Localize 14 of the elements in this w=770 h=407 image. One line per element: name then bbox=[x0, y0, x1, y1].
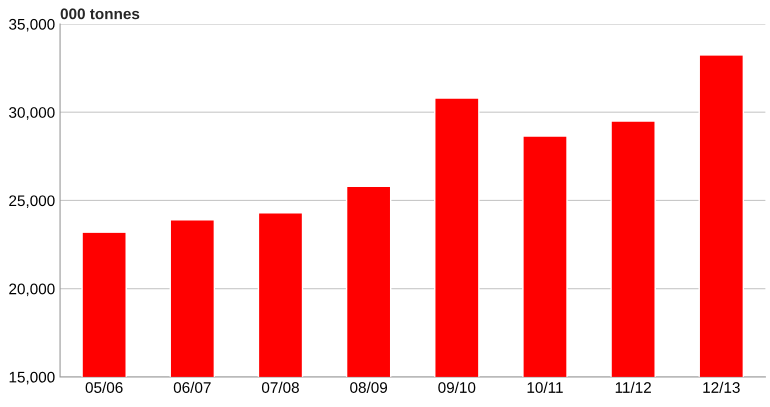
x-tick-label: 12/13 bbox=[703, 382, 740, 393]
x-tick-label: 07/08 bbox=[262, 382, 299, 393]
y-tick-label: 25,000 bbox=[9, 195, 55, 208]
x-tick-label: 05/06 bbox=[86, 382, 123, 393]
y-tick-label: 15,000 bbox=[10, 372, 55, 384]
y-tick-label: 35,000 bbox=[9, 18, 55, 32]
y-tick-label: 20,000 bbox=[9, 284, 55, 296]
x-tick-label: 08/09 bbox=[350, 382, 388, 393]
y-tick-label: 30,000 bbox=[9, 107, 55, 120]
y-axis-title: 000 tonnes bbox=[60, 8, 140, 20]
x-tick-label: 10/11 bbox=[528, 382, 563, 393]
x-tick-label: 11/12 bbox=[616, 382, 651, 393]
x-tick-label: 09/10 bbox=[438, 382, 476, 393]
x-tick-label: 06/07 bbox=[174, 382, 211, 393]
